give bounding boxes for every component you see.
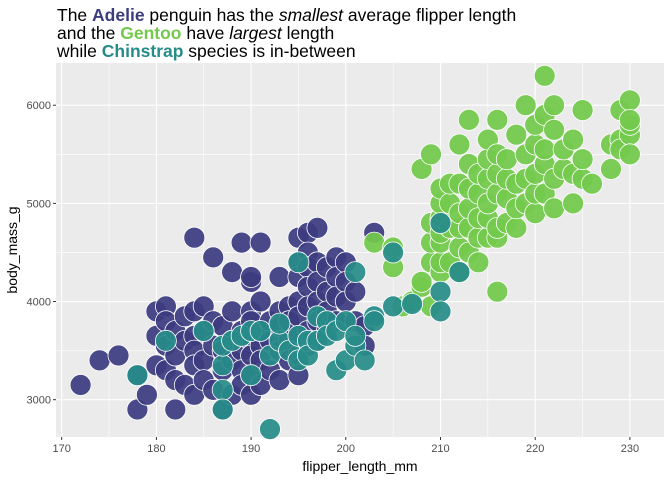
point-adelie bbox=[230, 231, 253, 254]
title-chinstrap: Chinstrap bbox=[101, 41, 184, 61]
y-axis-title: body_mass_g bbox=[4, 206, 20, 293]
x-tick-label: 220 bbox=[526, 443, 544, 455]
point-adelie bbox=[221, 300, 244, 323]
point-gentoo bbox=[486, 109, 509, 131]
point-chinstrap bbox=[401, 293, 424, 315]
point-chinstrap bbox=[429, 212, 452, 234]
point-adelie bbox=[202, 246, 225, 269]
point-gentoo bbox=[448, 133, 471, 156]
point-adelie bbox=[240, 266, 263, 288]
point-adelie bbox=[306, 216, 329, 239]
point-gentoo bbox=[410, 270, 433, 293]
x-axis-title: flipper_length_mm bbox=[302, 458, 417, 474]
plot-panel bbox=[56, 63, 664, 437]
point-gentoo bbox=[533, 64, 556, 87]
x-tick-label: 170 bbox=[53, 443, 71, 455]
point-chinstrap bbox=[192, 320, 215, 342]
point-adelie bbox=[249, 290, 272, 313]
x-tick-label: 180 bbox=[147, 443, 165, 455]
chart-title: The Adelie penguin has the smallest aver… bbox=[57, 6, 516, 60]
point-chinstrap bbox=[268, 312, 291, 335]
point-chinstrap bbox=[259, 418, 281, 441]
point-chinstrap bbox=[211, 378, 234, 401]
point-chinstrap bbox=[344, 324, 367, 347]
axes: 170 180 190 200 210 220 230 3000 4000 5000 6000 bbox=[27, 100, 640, 455]
point-adelie bbox=[88, 349, 111, 372]
point-gentoo bbox=[457, 109, 480, 131]
point-gentoo bbox=[495, 148, 518, 171]
point-gentoo bbox=[619, 143, 641, 166]
point-chinstrap bbox=[382, 241, 405, 264]
point-chinstrap bbox=[382, 295, 405, 318]
point-chinstrap bbox=[429, 280, 452, 303]
point-gentoo bbox=[571, 148, 594, 171]
point-adelie bbox=[268, 266, 291, 288]
series-gentoo bbox=[363, 64, 641, 318]
point-chinstrap bbox=[126, 364, 149, 387]
series-chinstrap bbox=[126, 212, 471, 441]
y-tick-label: 6000 bbox=[27, 100, 51, 112]
point-chinstrap bbox=[448, 261, 471, 284]
point-chinstrap bbox=[249, 320, 272, 342]
point-chinstrap bbox=[287, 251, 310, 274]
point-chinstrap bbox=[363, 310, 386, 333]
point-chinstrap bbox=[154, 329, 177, 352]
point-gentoo bbox=[505, 216, 528, 239]
point-chinstrap bbox=[344, 261, 367, 284]
point-adelie bbox=[164, 398, 187, 421]
point-gentoo bbox=[505, 123, 528, 146]
data-points bbox=[69, 64, 641, 441]
point-gentoo bbox=[420, 143, 442, 166]
point-gentoo bbox=[533, 138, 556, 161]
point-gentoo bbox=[543, 197, 565, 220]
point-gentoo bbox=[581, 172, 603, 195]
x-tick-label: 210 bbox=[431, 443, 449, 455]
x-tick-label: 190 bbox=[242, 443, 260, 455]
point-gentoo bbox=[619, 109, 641, 131]
point-chinstrap bbox=[429, 300, 452, 323]
point-chinstrap bbox=[211, 398, 234, 421]
point-chinstrap bbox=[211, 354, 234, 377]
point-adelie bbox=[249, 231, 272, 254]
point-gentoo bbox=[524, 202, 547, 225]
point-chinstrap bbox=[240, 364, 263, 387]
x-tick-label: 230 bbox=[621, 443, 639, 455]
point-adelie bbox=[344, 280, 367, 303]
point-gentoo bbox=[467, 251, 490, 274]
point-gentoo bbox=[543, 94, 565, 117]
point-gentoo bbox=[562, 128, 584, 151]
title-adelie: Adelie bbox=[92, 5, 145, 25]
point-adelie bbox=[183, 226, 206, 249]
y-tick-label: 5000 bbox=[27, 198, 51, 210]
point-adelie bbox=[135, 383, 158, 406]
x-tick-label: 200 bbox=[337, 443, 355, 455]
y-tick-label: 3000 bbox=[27, 395, 51, 407]
point-gentoo bbox=[486, 280, 509, 303]
point-gentoo bbox=[619, 89, 641, 112]
point-chinstrap bbox=[353, 349, 376, 372]
point-gentoo bbox=[514, 94, 537, 117]
point-gentoo bbox=[571, 99, 594, 121]
point-gentoo bbox=[543, 118, 565, 141]
y-tick-label: 4000 bbox=[27, 297, 51, 309]
title-gentoo: Gentoo bbox=[120, 23, 182, 43]
point-gentoo bbox=[600, 158, 622, 180]
point-adelie bbox=[221, 261, 244, 284]
title-line-1: The Adelie penguin has the smallest aver… bbox=[57, 5, 517, 25]
title-line-3: while Chinstrap species is in-between bbox=[57, 41, 356, 61]
point-gentoo bbox=[363, 231, 386, 254]
title-line-2: and the Gentoo have largest length bbox=[57, 23, 335, 43]
point-adelie bbox=[107, 344, 130, 367]
point-gentoo bbox=[562, 192, 584, 215]
point-adelie bbox=[69, 374, 92, 396]
point-adelie bbox=[268, 369, 291, 392]
